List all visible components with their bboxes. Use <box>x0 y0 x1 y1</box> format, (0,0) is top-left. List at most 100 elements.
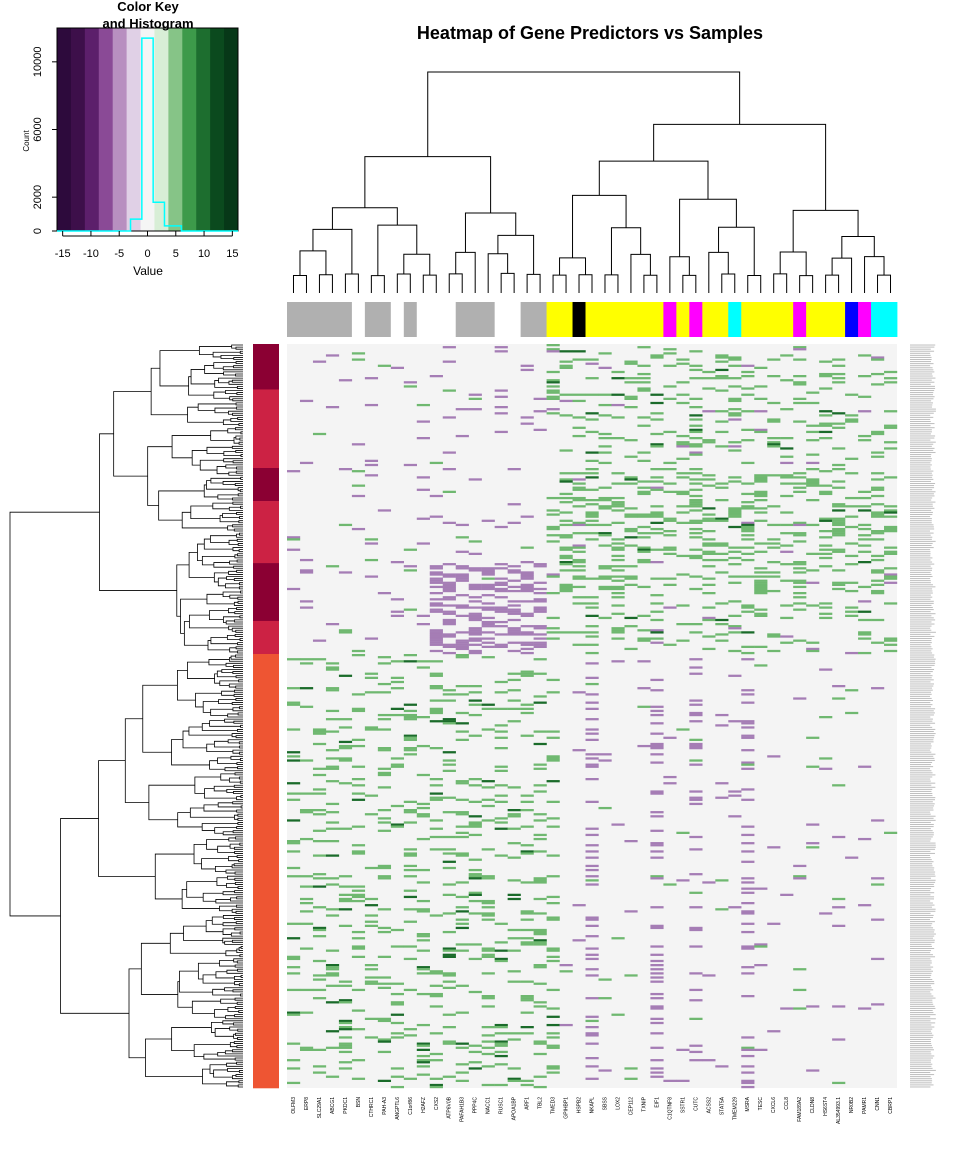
heatmap-cell <box>884 377 898 380</box>
row-label <box>910 600 934 602</box>
heatmap-cell <box>663 643 677 646</box>
heatmap-cell <box>299 662 314 665</box>
row-label <box>910 983 935 985</box>
row-label <box>910 1024 932 1026</box>
heatmap-cell <box>338 674 353 677</box>
row-label <box>910 592 933 594</box>
heatmap-cell <box>754 519 768 522</box>
row-label <box>910 516 931 518</box>
heatmap-cell <box>598 499 612 502</box>
heatmap-cell <box>780 482 794 485</box>
dendrogram-branch <box>228 777 241 783</box>
heatmap-cell <box>650 513 664 516</box>
dendrogram-branch <box>236 855 243 858</box>
row-label <box>910 854 931 857</box>
heatmap-cell <box>468 583 482 586</box>
heatmap-cell <box>741 1054 755 1058</box>
heatmap-cell <box>650 1005 664 1008</box>
heatmap-cell <box>507 618 521 622</box>
heatmap-cell <box>299 811 314 814</box>
row-label <box>910 520 932 522</box>
heatmap-cell <box>481 1040 495 1043</box>
heatmap-cell <box>481 631 495 634</box>
row-label <box>910 724 931 726</box>
heatmap-cell <box>650 488 664 491</box>
heatmap-cell <box>494 412 508 415</box>
dendrogram-branch <box>422 274 437 293</box>
heatmap-cell <box>494 724 508 727</box>
heatmap-cell <box>377 747 392 750</box>
heatmap-cell <box>325 914 340 917</box>
dendrogram-branch <box>211 1021 223 1033</box>
heatmap-cell <box>494 769 508 772</box>
heatmap-cell <box>403 463 417 467</box>
heatmap-cell <box>494 821 508 824</box>
heatmap-cell <box>611 538 625 541</box>
heatmap-cell <box>871 372 885 376</box>
heatmap-cell <box>572 393 586 396</box>
row-label <box>910 702 931 704</box>
heatmap-cell <box>598 753 612 756</box>
column-side-colors <box>287 302 898 337</box>
heatmap-cell <box>390 687 405 690</box>
heatmap-cell <box>793 864 807 868</box>
heatmap-cell <box>416 1054 430 1058</box>
heatmap-cell <box>741 767 755 770</box>
heatmap-cell <box>533 819 547 822</box>
heatmap-cell <box>403 660 417 663</box>
heatmap-cell <box>533 625 547 628</box>
heatmap-cell <box>754 567 768 570</box>
heatmap-cell <box>650 1017 664 1020</box>
heatmap-cell <box>312 926 327 930</box>
heatmap-cell <box>663 552 677 555</box>
dendrogram-branch <box>232 989 243 993</box>
heatmap-cell <box>468 875 482 878</box>
heatmap-cell <box>780 635 794 638</box>
heatmap-cell <box>650 1046 664 1049</box>
heatmap-cell <box>351 955 366 958</box>
heatmap-cell <box>533 966 547 969</box>
heatmap-cell <box>741 461 755 465</box>
row-label <box>910 487 935 489</box>
heatmap-cell <box>429 685 443 688</box>
dendrogram-branch <box>217 802 242 808</box>
dendrogram-branch <box>679 198 737 257</box>
heatmap-cell <box>403 957 417 961</box>
heatmap-cell <box>585 778 599 781</box>
heatmap-cell <box>611 437 625 440</box>
dendrogram-branch <box>228 570 243 575</box>
dendrogram-branch <box>235 698 243 701</box>
heatmap-cell <box>585 879 599 882</box>
heatmap-cell <box>442 610 456 613</box>
dendrogram-branch <box>239 780 243 784</box>
heatmap-cell <box>520 1011 534 1014</box>
row-label <box>910 470 934 472</box>
heatmap-cell <box>780 544 794 547</box>
heatmap-cell <box>793 358 807 361</box>
heatmap-cell <box>351 937 366 940</box>
heatmap-cell <box>689 445 703 448</box>
heatmap-cell <box>455 835 469 839</box>
heatmap-cell <box>416 802 430 806</box>
row-label <box>910 354 931 356</box>
heatmap-cell <box>689 672 703 675</box>
heatmap-cell <box>520 651 534 655</box>
x-tick-label: -5 <box>114 248 124 260</box>
heatmap-cell <box>728 476 742 479</box>
heatmap-cell <box>702 538 716 541</box>
heatmap-cell <box>572 496 586 500</box>
heatmap-cell <box>650 924 664 927</box>
heatmap-cell <box>403 1034 417 1037</box>
heatmap-cell <box>468 629 482 632</box>
heatmap-cell <box>429 1005 443 1008</box>
row-label <box>910 588 933 590</box>
dendrogram-branch <box>240 795 243 799</box>
dendrogram-branch <box>234 633 243 637</box>
row-label <box>910 563 935 565</box>
heatmap-cell <box>650 829 664 832</box>
dendrogram-branch <box>212 502 233 510</box>
dendrogram-branch <box>232 460 243 464</box>
row-label <box>910 468 931 470</box>
heatmap-cell <box>585 662 599 665</box>
dendrogram-branch <box>190 505 221 520</box>
